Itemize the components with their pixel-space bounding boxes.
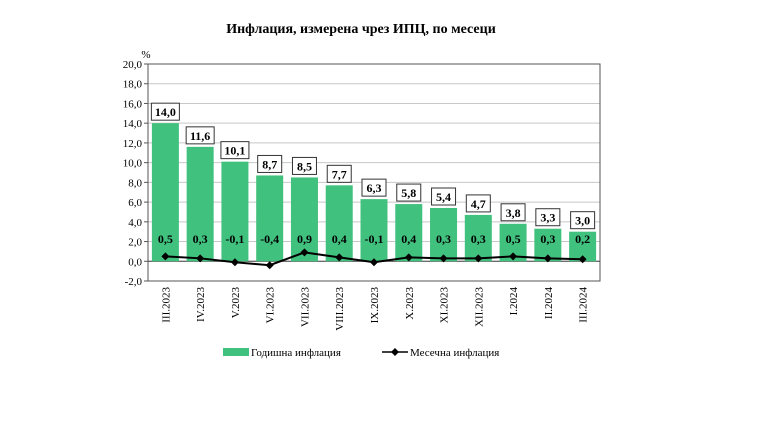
data-label-box xyxy=(396,183,422,202)
data-label-box xyxy=(535,208,561,227)
marker-monthly xyxy=(335,253,344,262)
bar-annual xyxy=(256,175,284,262)
bar-annual xyxy=(186,146,214,262)
bar-annual xyxy=(325,185,353,262)
data-label-box xyxy=(431,187,457,206)
marker-monthly xyxy=(543,254,552,263)
data-label-box xyxy=(361,178,387,197)
chart-title: Инфлация, измерена чрез ИПЦ, по месеци xyxy=(226,22,496,37)
data-label-monthly: 0,5 xyxy=(158,232,173,246)
y-tick-label: 0,0 xyxy=(128,256,142,268)
legend-label-monthly: Месечна инфлация xyxy=(410,347,499,359)
data-label-box xyxy=(257,154,283,173)
bar-annual xyxy=(151,123,179,262)
y-tick-label: 12,0 xyxy=(123,138,143,150)
y-tick-label: 6,0 xyxy=(128,197,142,209)
marker-monthly xyxy=(196,254,205,263)
data-label-box xyxy=(465,194,491,213)
legend-label-annual: Годишна инфлация xyxy=(251,347,341,359)
data-label-monthly: 0,4 xyxy=(401,232,416,246)
y-tick-label: -2,0 xyxy=(125,276,143,288)
data-label-annual: 3,3 xyxy=(540,211,555,225)
x-tick-label: VI.2023 xyxy=(265,287,277,324)
data-label-monthly: 0,5 xyxy=(506,232,521,246)
data-label-annual: 14,0 xyxy=(155,105,176,119)
x-tick-label: IV.2023 xyxy=(195,287,207,322)
marker-monthly xyxy=(265,261,274,270)
marker-monthly xyxy=(370,258,378,267)
data-label-monthly: 0,9 xyxy=(297,232,312,246)
y-tick-label: 4,0 xyxy=(128,217,142,229)
data-label-annual: 3,8 xyxy=(506,206,521,220)
data-label-box xyxy=(150,102,180,121)
data-label-annual: 11,6 xyxy=(190,129,210,143)
data-label-monthly: 0,3 xyxy=(540,232,555,246)
x-tick-label: XII.2023 xyxy=(473,287,485,328)
data-label-annual: 4,7 xyxy=(471,197,486,211)
bar-annual xyxy=(221,161,249,262)
x-tick-label: III.2024 xyxy=(578,287,590,323)
y-tick-label: 20,0 xyxy=(123,59,143,71)
x-tick-label: III.2023 xyxy=(160,287,172,323)
legend-marker-monthly xyxy=(391,348,399,356)
x-tick-label: VII.2023 xyxy=(299,287,311,328)
x-tick-label: I.2024 xyxy=(508,287,520,316)
data-label-box xyxy=(185,126,215,145)
x-tick-label: II.2024 xyxy=(543,287,555,320)
data-label-annual: 5,4 xyxy=(436,190,451,204)
y-tick-label: 18,0 xyxy=(123,79,143,91)
data-label-box xyxy=(500,203,526,222)
marker-monthly xyxy=(230,258,239,267)
x-tick-label: V.2023 xyxy=(230,287,242,319)
y-tick-label: 10,0 xyxy=(123,158,143,170)
x-tick-label: IX.2023 xyxy=(369,287,381,324)
data-label-box xyxy=(326,164,352,183)
bar-annual xyxy=(395,204,423,262)
y-axis-unit: % xyxy=(141,49,150,61)
data-label-monthly: -0,1 xyxy=(365,232,384,246)
data-label-monthly: 0,3 xyxy=(193,232,208,246)
bar-annual xyxy=(430,208,458,262)
legend-swatch-annual xyxy=(223,348,249,356)
data-label-annual: 7,7 xyxy=(332,167,347,181)
y-tick-label: 2,0 xyxy=(128,237,142,249)
data-label-monthly: -0,1 xyxy=(225,232,244,246)
data-label-monthly: 0,4 xyxy=(332,232,347,246)
data-label-monthly: 0,2 xyxy=(575,232,590,246)
y-tick-label: 16,0 xyxy=(123,98,143,110)
y-tick-label: 8,0 xyxy=(128,177,142,189)
marker-monthly xyxy=(578,255,587,264)
x-tick-label: X.2023 xyxy=(404,287,416,320)
marker-monthly xyxy=(509,252,518,261)
data-label-box xyxy=(570,211,596,230)
marker-monthly xyxy=(474,254,483,263)
x-tick-label: VIII.2023 xyxy=(334,287,346,331)
bar-annual xyxy=(360,199,388,262)
data-label-box xyxy=(291,156,317,175)
legend: Годишна инфлация Месечна инфлация xyxy=(223,347,499,359)
plot-area-border xyxy=(147,63,601,282)
data-label-annual: 3,0 xyxy=(575,214,590,228)
marker-monthly xyxy=(404,253,413,262)
bar-annual xyxy=(290,177,318,262)
data-label-annual: 8,5 xyxy=(297,159,312,173)
data-label-annual: 5,8 xyxy=(401,186,416,200)
marker-monthly xyxy=(300,248,309,257)
data-label-annual: 10,1 xyxy=(224,144,245,158)
data-label-annual: 6,3 xyxy=(367,181,382,195)
data-label-box xyxy=(220,141,250,160)
data-label-annual: 8,7 xyxy=(262,157,277,171)
marker-monthly xyxy=(439,254,448,263)
x-tick-label: XI.2023 xyxy=(439,287,451,324)
marker-monthly xyxy=(161,252,170,261)
data-label-monthly: -0,4 xyxy=(260,232,279,246)
data-label-monthly: 0,3 xyxy=(436,232,451,246)
bar-annual xyxy=(464,214,492,262)
data-label-monthly: 0,3 xyxy=(471,232,486,246)
y-tick-label: 14,0 xyxy=(123,118,143,130)
